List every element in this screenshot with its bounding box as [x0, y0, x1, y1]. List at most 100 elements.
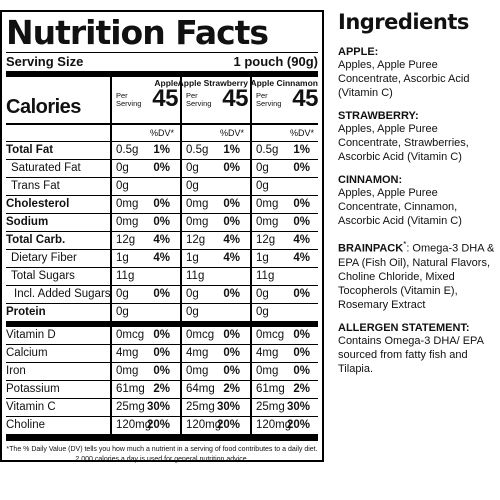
nutrient-dv-percent: 30%	[146, 401, 170, 413]
per-serving-label: Per Serving	[116, 91, 142, 108]
nutrient-amount: 0g	[256, 162, 269, 174]
nutrient-dv-percent: 0%	[293, 216, 310, 228]
dv-header: %DV*	[220, 128, 245, 138]
nutrient-amount: 25mg	[186, 401, 215, 413]
nutrient-dv-percent: 0%	[153, 198, 170, 210]
nutrient-dv-percent: 1%	[223, 144, 240, 156]
nutrient-dv-percent: 4%	[293, 234, 310, 246]
nutrient-dv-percent: 1%	[153, 144, 170, 156]
nutrient-dv-percent: 0%	[293, 288, 310, 300]
nutrient-row: Vitamin D 0mcg 0% 0mcg 0% 0mcg 0%	[6, 327, 318, 345]
nutrient-row: Choline 120mg 20% 120mg 20% 120mg 20%	[6, 417, 318, 435]
daily-value-footnote: *The % Daily Value (DV) tells you how mu…	[6, 446, 318, 463]
allergen-statement: Contains Omega-3 DHA/ EPA sourced from f…	[338, 334, 484, 375]
nutrient-amount: 0mg	[116, 198, 139, 210]
nutrient-label: Calcium	[6, 347, 48, 359]
ingredients-section: Ingredients APPLE: Apples, Apple Puree C…	[338, 10, 498, 376]
nutrient-dv-percent: 0%	[153, 329, 170, 341]
nutrient-label: Sodium	[6, 216, 49, 228]
nutrient-dv-percent: 0%	[223, 347, 240, 359]
nutrient-amount: 4mg	[256, 347, 279, 359]
nutrient-label: Dietary Fiber	[11, 252, 77, 264]
nutrient-dv-percent: 0%	[293, 162, 310, 174]
cinnamon-ingredients: Apples, Apple Puree Concentrate, Cinnamo…	[338, 187, 462, 227]
nutrient-amount: 120mg	[116, 419, 152, 431]
strawberry-heading: STRAWBERRY:	[338, 110, 419, 122]
serving-size-value: 1 pouch (90g)	[233, 54, 318, 69]
nutrient-label: Protein	[6, 306, 46, 318]
nutrient-row: Cholesterol 0mg 0% 0mg 0% 0mg 0%	[6, 196, 318, 214]
strawberry-ingredients: Apples, Apple Puree Concentrate, Strawbe…	[338, 123, 469, 163]
nutrient-row: Total Fat 0.5g 1% 0.5g 1% 0.5g 1%	[6, 142, 318, 160]
calories-row: Calories Apple Per Serving 45 Apple Stra…	[6, 77, 318, 123]
column-name: Apple	[154, 78, 178, 88]
nutrient-dv-percent: 0%	[293, 329, 310, 341]
footer-divider	[6, 435, 318, 441]
nutrient-label: Iron	[6, 365, 26, 377]
ingredients-heading: Ingredients	[338, 10, 469, 34]
nutrient-amount: 1g	[116, 252, 129, 264]
nutrient-amount: 25mg	[116, 401, 145, 413]
nutrient-dv-percent: 4%	[223, 252, 240, 264]
nutrient-row: Iron 0mg 0% 0mg 0% 0mg 0%	[6, 363, 318, 381]
column-name: Apple Strawberry	[177, 78, 248, 88]
nutrient-amount: 4mg	[116, 347, 139, 359]
nutrient-label: Vitamin C	[6, 401, 56, 413]
nutrient-label: Incl. Added Sugars	[14, 288, 111, 300]
nutrient-amount: 0mg	[116, 365, 139, 377]
nutrient-dv-percent: 0%	[153, 347, 170, 359]
nutrient-amount: 0g	[186, 162, 199, 174]
nutrient-amount: 1g	[186, 252, 199, 264]
nutrient-dv-percent: 0%	[153, 365, 170, 377]
nutrient-label: Total Carb.	[6, 234, 66, 246]
nutrient-amount: 0mcg	[256, 329, 285, 341]
brainpack-text: : Omega-3 DHA & EPA (Fish Oil), Natural …	[338, 242, 495, 311]
nutrient-dv-percent: 0%	[293, 365, 310, 377]
nutrient-dv-percent: 20%	[216, 419, 240, 431]
nutrient-row: Total Carb. 12g 4% 12g 4% 12g 4%	[6, 232, 318, 250]
dv-header-row: %DV* %DV* %DV*	[6, 125, 318, 141]
vitamins-divider	[6, 321, 318, 327]
nutrient-amount: 0g	[256, 306, 269, 318]
nutrient-label: Saturated Fat	[11, 162, 81, 174]
nutrient-amount: 0mg	[186, 216, 209, 228]
nutrient-amount: 12g	[116, 234, 136, 246]
apple-heading: APPLE:	[338, 46, 379, 58]
nutrient-row: Protein 0g 0g 0g	[6, 304, 318, 321]
dv-header: %DV*	[290, 128, 315, 138]
nutrient-dv-percent: 0%	[153, 288, 170, 300]
nutrient-label: Potassium	[6, 383, 60, 395]
cinnamon-heading: CINNAMON:	[338, 174, 403, 186]
calories-col-strawberry: Apple Strawberry Per Serving 45	[178, 77, 250, 123]
nutrient-amount: 0g	[256, 288, 269, 300]
nutrient-amount: 0mcg	[186, 329, 215, 341]
nutrient-dv-percent: 0%	[223, 329, 240, 341]
nutrient-dv-percent: 0%	[153, 162, 170, 174]
nutrient-amount: 0g	[116, 306, 129, 318]
nutrient-label: Total Sugars	[11, 270, 75, 282]
nutrient-label: Total Fat	[6, 144, 54, 156]
nutrient-dv-percent: 0%	[223, 216, 240, 228]
nutrient-dv-percent: 20%	[286, 419, 310, 431]
nutrient-row: Calcium 4mg 0% 4mg 0% 4mg 0%	[6, 345, 318, 363]
nutrient-amount: 0g	[116, 180, 129, 192]
nutrient-amount: 1g	[256, 252, 269, 264]
nutrient-amount: 11g	[256, 270, 275, 282]
calories-value: 45	[222, 85, 248, 112]
brainpack-ingredients: BRAINPACK*: Omega-3 DHA & EPA (Fish Oil)…	[338, 238, 498, 312]
nutrient-dv-percent: 4%	[153, 252, 170, 264]
nutrient-dv-percent: 30%	[216, 401, 240, 413]
nutrient-rows: Total Fat 0.5g 1% 0.5g 1% 0.5g 1% Saturated Fat…	[6, 142, 318, 441]
per-serving-label: Per Serving	[186, 91, 212, 108]
nutrient-grid: Calories Apple Per Serving 45 Apple Stra…	[6, 77, 318, 441]
serving-size-row: Serving Size 1 pouch (90g)	[6, 53, 318, 71]
nutrient-dv-percent: 2%	[153, 383, 170, 395]
nutrient-amount: 12g	[186, 234, 206, 246]
nutrient-row: Dietary Fiber 1g 4% 1g 4% 1g 4%	[6, 250, 318, 268]
nutrient-amount: 0.5g	[186, 144, 209, 156]
nutrient-amount: 0mg	[256, 198, 279, 210]
brainpack-heading: BRAINPACK	[338, 242, 404, 255]
nutrient-amount: 4mg	[186, 347, 209, 359]
nutrient-dv-percent: 0%	[223, 365, 240, 377]
nutrient-amount: 0g	[186, 180, 199, 192]
